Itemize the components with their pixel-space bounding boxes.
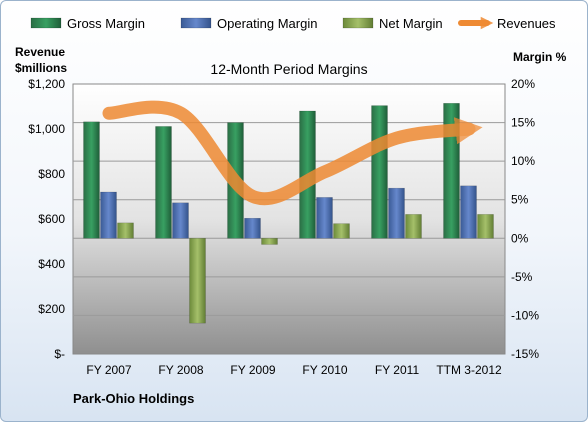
category-label: FY 2007 <box>86 363 131 377</box>
left-tick-label: $600 <box>38 212 65 226</box>
revenue-line <box>102 100 483 206</box>
revenue-line-path <box>102 100 483 206</box>
bar-net-margin <box>333 223 350 239</box>
category-label: TTM 3-2012 <box>436 363 502 377</box>
right-tick-label: -10% <box>511 308 539 322</box>
left-axis-ticks: $- $200 $400 $600 $800 $1,000 $1,200 <box>28 77 65 361</box>
legend: Gross Margin Operating Margin Net Margin Re… <box>30 16 556 31</box>
category-label: FY 2009 <box>230 363 275 377</box>
bar-net-margin <box>261 238 278 245</box>
left-tick-label: $1,200 <box>28 77 65 91</box>
company-label: Park-Ohio Holdings <box>73 391 194 406</box>
category-label: FY 2008 <box>158 363 203 377</box>
bar-operating-margin <box>316 197 333 239</box>
bar-gross-margin <box>371 105 388 239</box>
right-tick-label: 15% <box>511 116 535 130</box>
left-tick-label: $200 <box>38 302 65 316</box>
bar-net-margin <box>405 214 422 239</box>
left-tick-label: $- <box>54 347 65 361</box>
plot-area <box>72 83 506 355</box>
bar-operating-margin <box>244 217 261 239</box>
bar-net-margin <box>117 222 134 239</box>
bar-gross-margin <box>155 126 172 239</box>
category-label: FY 2010 <box>302 363 347 377</box>
chart-title: 12-Month Period Margins <box>210 61 367 77</box>
bars <box>83 103 494 324</box>
legend-label-operating-margin: Operating Margin <box>217 16 317 31</box>
legend-label-gross-margin: Gross Margin <box>67 16 145 31</box>
right-tick-label: 0% <box>511 231 529 245</box>
left-tick-label: $400 <box>38 257 65 271</box>
right-tick-label: 10% <box>511 154 535 168</box>
bar-net-margin <box>477 214 494 239</box>
bar-operating-margin <box>172 202 189 239</box>
legend-swatch-gross-margin <box>30 17 62 29</box>
left-axis-label-line1: Revenue <box>15 45 65 59</box>
legend-label-net-margin: Net Margin <box>379 16 443 31</box>
right-tick-label: 5% <box>511 193 529 207</box>
legend-swatch-operating-margin <box>180 17 212 29</box>
right-tick-label: -5% <box>511 270 533 284</box>
gridlines <box>73 122 505 316</box>
right-axis-ticks: -15% -10% -5% 0% 5% 10% 15% 20% <box>511 77 539 361</box>
category-label: FY 2011 <box>375 363 420 377</box>
bar-gross-margin <box>83 121 100 239</box>
category-labels: FY 2007 FY 2008 FY 2009 FY 2010 FY 2011 TTM 3… <box>86 363 502 377</box>
bar-operating-margin <box>388 187 405 239</box>
left-tick-label: $1,000 <box>28 122 65 136</box>
bar-operating-margin <box>460 185 477 239</box>
bar-operating-margin <box>100 191 117 239</box>
right-tick-label: -15% <box>511 347 539 361</box>
legend-swatch-net-margin <box>342 17 374 29</box>
left-axis-label-line2: $millions <box>15 61 67 75</box>
right-tick-label: 20% <box>511 77 535 91</box>
legend-label-revenues: Revenues <box>497 16 556 31</box>
left-tick-label: $800 <box>38 167 65 181</box>
bar-net-margin <box>189 238 206 324</box>
right-axis-label: Margin % <box>513 50 567 64</box>
